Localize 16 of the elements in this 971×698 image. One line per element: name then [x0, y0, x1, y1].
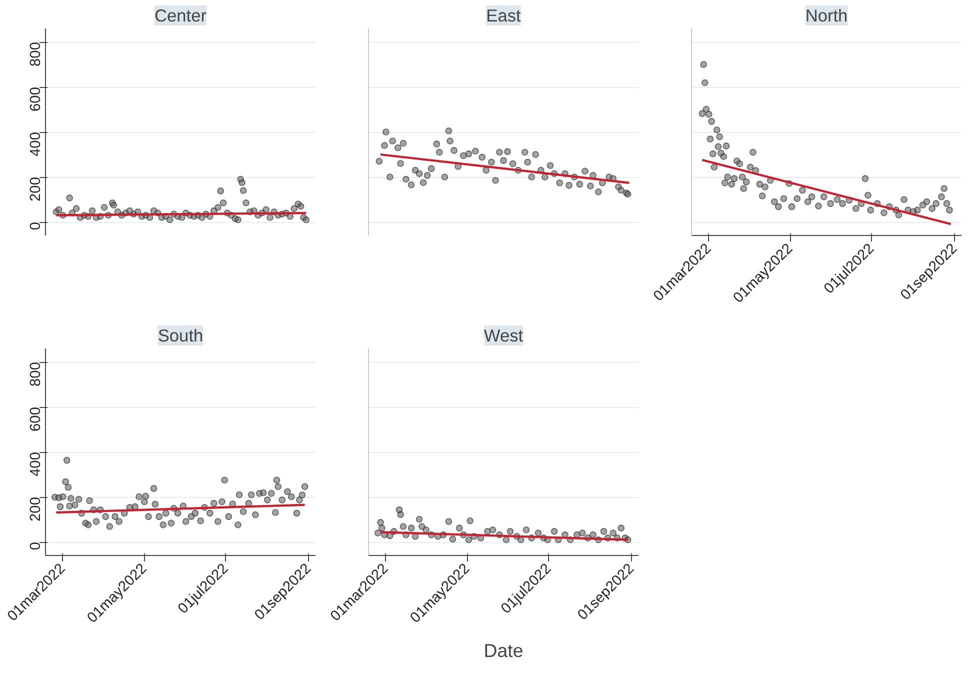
chart-title: West [484, 326, 524, 346]
y-tick-label: 800 [28, 42, 44, 66]
chart-title: East [486, 6, 522, 26]
x-axis-title: Date [484, 640, 524, 661]
chart-title: North [805, 6, 848, 26]
y-tick-label: 600 [28, 86, 44, 112]
y-tick-label: 800 [28, 362, 44, 386]
y-tick-label: 200 [28, 496, 44, 522]
y-tick-label: 400 [28, 132, 44, 156]
y-tick-label: 200 [28, 176, 44, 202]
chart-title: South [158, 326, 204, 346]
y-tick-label: 400 [28, 452, 44, 476]
chart-title: Center [154, 6, 207, 26]
y-tick-label: 0 [28, 542, 44, 550]
y-tick-label: 0 [28, 222, 44, 230]
y-tick-label: 600 [28, 406, 44, 432]
